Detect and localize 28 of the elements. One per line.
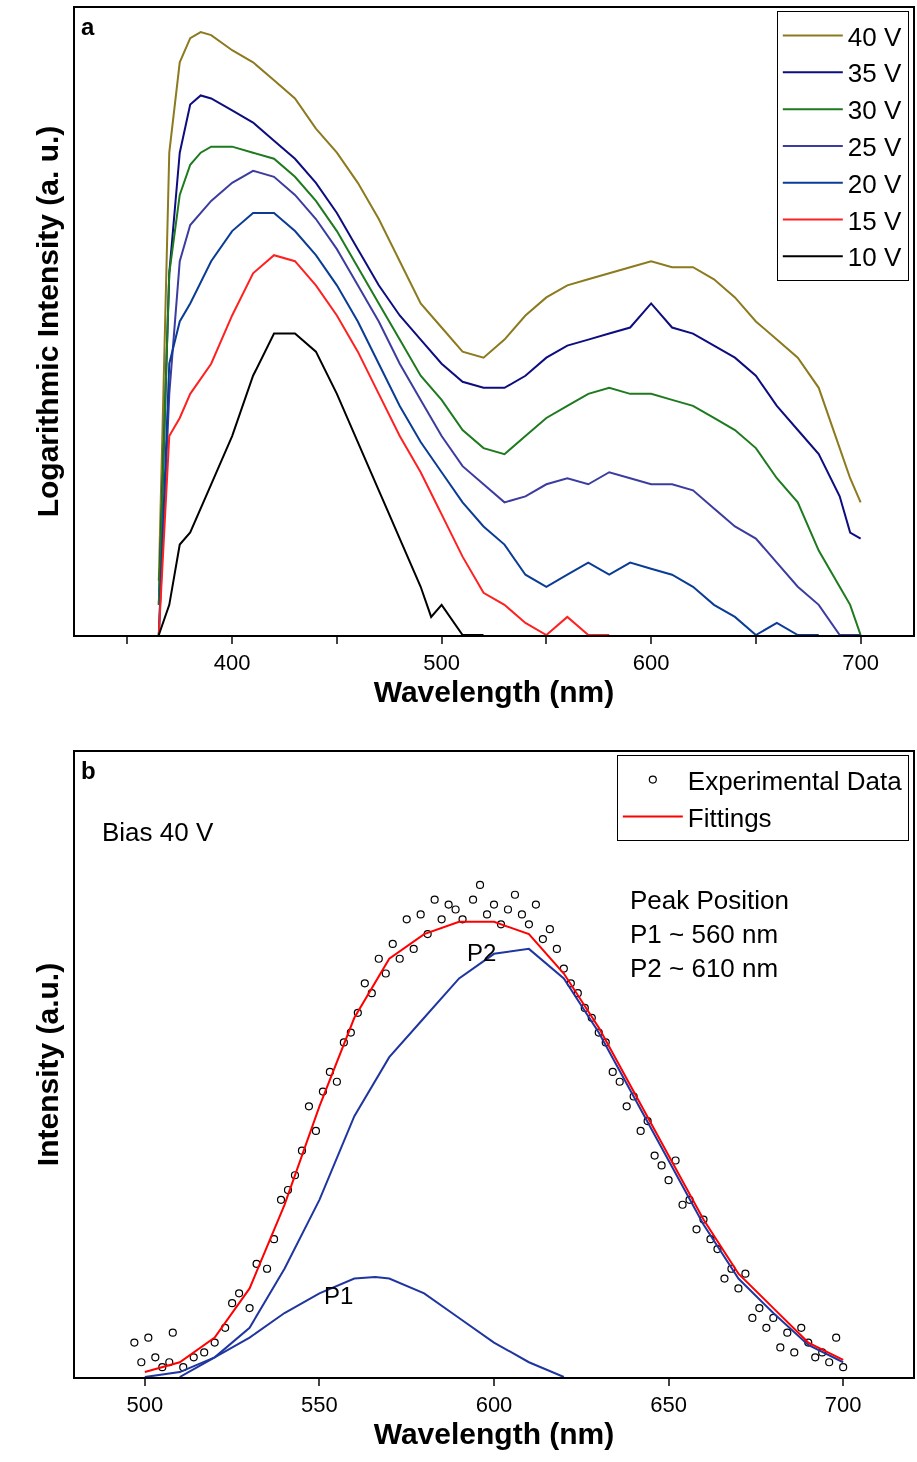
legend-label: 25 V (847, 132, 902, 163)
x-tick-label: 700 (842, 650, 879, 676)
legend-label: Fittings (687, 802, 772, 833)
x-tick-label: 600 (632, 650, 670, 676)
chart-title: a (81, 13, 95, 40)
chart-title: b (81, 757, 96, 784)
y-axis-title: Intensity (a.u.) (30, 962, 64, 1167)
legend-label: 35 V (847, 58, 902, 89)
x-tick-label: 550 (301, 1392, 338, 1418)
x-tick-label: 600 (475, 1392, 513, 1418)
legend-label: 10 V (847, 242, 902, 273)
legend-label: 30 V (847, 95, 902, 126)
legend-label: 40 V (847, 21, 902, 52)
x-tick-label: 650 (650, 1392, 687, 1418)
legend-label: 20 V (847, 168, 902, 199)
text: Bias 40 V (102, 817, 214, 847)
annotation: P2 (467, 939, 497, 966)
x-tick-label: 500 (423, 650, 460, 676)
legend-label: Experimental Data (687, 765, 903, 796)
x-tick-label: 700 (824, 1392, 862, 1418)
y-axis-title: Logarithmic Intensity (a. u.) (30, 125, 64, 518)
x-axis-title: Wavelength (nm) (373, 675, 615, 709)
annotation: P1 (324, 1282, 354, 1309)
x-tick-label: 500 (126, 1392, 164, 1418)
legend-label: 15 V (847, 205, 902, 236)
x-axis-title: Wavelength (nm) (373, 1417, 615, 1451)
annotation: Peak Position P1 ~ 560 nm P2 ~ 610 nm (630, 885, 789, 983)
x-tick-label: 400 (213, 650, 251, 676)
